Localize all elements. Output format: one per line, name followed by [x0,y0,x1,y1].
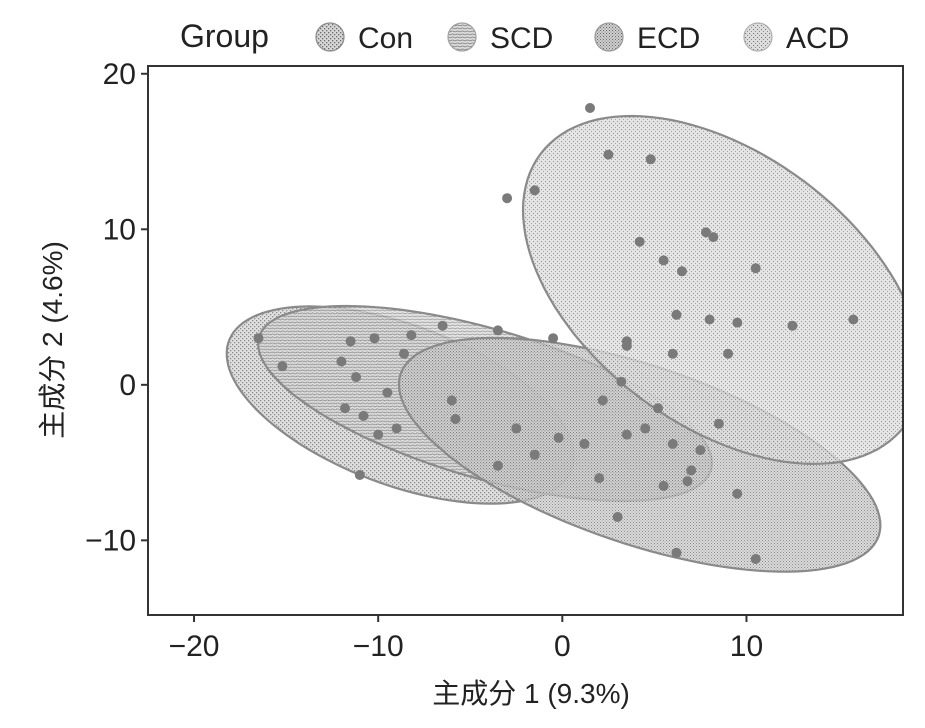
legend-label-con: Con [358,22,413,55]
y-tick-label: 10 [103,213,136,246]
point-ecd [640,423,651,434]
point-scd [492,325,503,336]
point-con [358,410,369,421]
point-con [336,356,347,367]
point-scd [492,460,503,471]
point-acd [616,376,627,387]
point-acd [621,336,632,347]
point-con [277,361,288,372]
point-scd [548,333,559,344]
confidence-ellipses [225,114,903,573]
x-tick-label: −20 [169,630,220,663]
panel-border [147,65,904,616]
point-acd [723,348,734,359]
point-acd [529,185,540,196]
point-ecd [695,445,706,456]
point-scd [579,438,590,449]
point-acd [708,232,719,243]
point-ecd [686,465,697,476]
point-acd [677,266,687,277]
point-con [391,423,402,434]
point-acd [645,154,656,165]
point-scd [553,432,564,443]
legend: Group Con SCD ECD ACD [180,18,849,55]
point-scd [446,395,457,406]
point-scd [511,423,522,434]
point-ecd [612,512,623,522]
y-axis: 20 10 0 −10 [85,58,148,557]
point-con [354,470,365,480]
point-scd [437,320,448,331]
point-ecd [597,395,608,406]
point-ecd [667,438,678,449]
point-acd [848,314,859,325]
point-con [340,403,350,414]
y-tick-label: 0 [119,369,136,402]
point-acd [701,227,711,238]
legend-label-acd: ACD [786,22,849,55]
point-con [399,348,409,359]
point-ecd [750,554,761,564]
legend-key-acd [743,22,773,52]
point-acd [704,314,715,325]
y-axis-label: 主成分 2 (4.6%) [37,241,68,439]
point-ecd [682,476,693,487]
point-acd [634,236,645,247]
point-con [373,429,384,440]
point-scd [450,414,461,424]
point-ecd [713,418,724,429]
point-ecd [621,429,632,440]
point-acd [671,309,682,320]
point-scd [345,336,356,347]
x-tick-label: 10 [730,630,763,663]
legend-label-ecd: ECD [637,22,700,55]
point-scd [594,473,605,484]
point-acd [603,149,614,160]
ellipse-acd [521,114,903,466]
point-scd [369,333,380,344]
legend-entries: Con SCD ECD ACD [315,22,849,55]
legend-key-ecd [594,22,624,52]
point-acd [658,255,669,266]
point-con [351,372,362,382]
point-acd [585,103,595,113]
point-acd [667,348,678,359]
legend-key-scd [447,22,477,52]
y-tick-label: 20 [103,58,136,91]
legend-key-con [315,22,345,52]
point-acd [502,193,513,204]
point-scd [406,330,417,341]
legend-label-scd: SCD [490,22,553,55]
y-tick-label: −10 [85,524,136,557]
point-acd [750,263,761,274]
x-axis: −20 −10 0 10 [169,615,763,663]
point-ecd [653,403,664,414]
point-con [253,333,264,344]
point-ecd [658,480,669,491]
point-acd [732,317,743,328]
point-ecd [671,547,682,558]
point-ecd [732,488,743,499]
point-scd [382,387,393,398]
plot-panel [147,65,904,616]
data-points [253,103,859,564]
point-acd [787,320,798,331]
x-tick-label: −10 [353,630,404,663]
x-tick-label: 0 [554,630,571,663]
legend-title: Group [180,18,269,54]
point-scd [529,449,540,460]
x-axis-label: 主成分 1 (9.3%) [432,678,630,709]
